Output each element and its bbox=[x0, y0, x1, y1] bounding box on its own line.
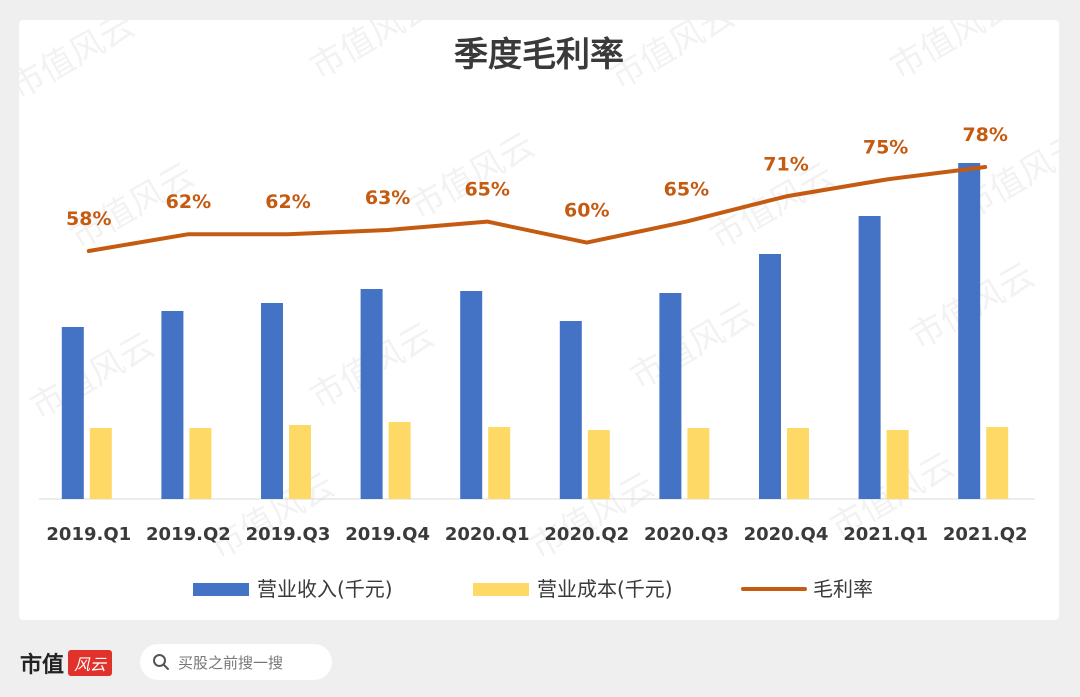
x-tick-label: 2020.Q1 bbox=[445, 524, 530, 545]
revenue-bar bbox=[858, 216, 881, 499]
logo-text: 市值 bbox=[20, 652, 65, 678]
cost-bar bbox=[986, 427, 1009, 499]
cost-bar bbox=[687, 428, 710, 499]
chart-title: 季度毛利率 bbox=[454, 35, 624, 75]
revenue-bar bbox=[659, 293, 682, 499]
search-box[interactable]: 买股之前搜一搜 bbox=[140, 644, 332, 680]
margin-data-label: 63% bbox=[365, 187, 410, 209]
margin-data-label: 62% bbox=[166, 191, 211, 213]
margin-line bbox=[86, 165, 988, 253]
cost-bar bbox=[886, 430, 909, 499]
margin-data-label: 60% bbox=[564, 200, 609, 222]
revenue-bar bbox=[759, 254, 781, 499]
margin-data-label: 71% bbox=[763, 153, 808, 175]
watermark-text: 市值风云 bbox=[24, 325, 162, 428]
logo-badge: 风云 bbox=[68, 650, 113, 676]
revenue-bar bbox=[360, 289, 383, 499]
revenue-bar bbox=[61, 327, 84, 499]
legend-label-cost: 营业成本(千元) bbox=[537, 577, 673, 601]
search-icon bbox=[153, 654, 169, 670]
watermark-text: 市值风云 bbox=[404, 125, 542, 228]
x-tick-label: 2019.Q4 bbox=[345, 524, 430, 545]
x-tick-label: 2019.Q1 bbox=[46, 524, 131, 545]
chart-card: 市值风云 市值风云 市值风云 市值风云 市值风云 市值风云 市值风云 市值风云 市值风云 市值风云… bbox=[19, 20, 1059, 620]
brand-logo[interactable]: 市值 风云 bbox=[20, 648, 113, 678]
x-tick-label: 2019.Q2 bbox=[146, 524, 231, 545]
cost-bar bbox=[388, 422, 411, 499]
legend-swatch-cost bbox=[473, 583, 529, 596]
watermark-text: 市值风云 bbox=[624, 295, 762, 398]
x-tick-label: 2020.Q2 bbox=[544, 524, 629, 545]
revenue-bar bbox=[559, 321, 582, 499]
x-tick-label: 2021.Q2 bbox=[943, 524, 1028, 545]
margin-data-label: 65% bbox=[464, 179, 509, 201]
x-tick-label: 2021.Q1 bbox=[843, 524, 928, 545]
margin-data-label: 65% bbox=[664, 179, 709, 201]
legend-swatch-revenue bbox=[193, 583, 249, 596]
revenue-bar bbox=[261, 303, 283, 499]
bottom-bar: 市值 风云 买股之前搜一搜 bbox=[0, 628, 1080, 697]
cost-bar bbox=[787, 428, 809, 499]
x-tick-label: 2019.Q3 bbox=[246, 524, 331, 545]
search-placeholder: 买股之前搜一搜 bbox=[178, 653, 284, 672]
cost-bar bbox=[488, 427, 511, 499]
legend-label-margin: 毛利率 bbox=[813, 577, 873, 601]
cost-bar bbox=[587, 430, 610, 499]
margin-data-label: 62% bbox=[265, 191, 310, 213]
x-tick-label: 2020.Q4 bbox=[744, 524, 829, 545]
cost-bar bbox=[89, 428, 112, 499]
margin-data-label: 58% bbox=[66, 208, 111, 230]
margin-data-label: 78% bbox=[962, 124, 1007, 146]
watermark-text: 市值风云 bbox=[604, 20, 742, 98]
x-tick-label: 2020.Q3 bbox=[644, 524, 729, 545]
watermark-text: 市值风云 bbox=[304, 20, 442, 88]
cost-bar bbox=[189, 428, 212, 499]
margin-data-label: 75% bbox=[863, 137, 908, 159]
legend-label-revenue: 营业收入(千元) bbox=[257, 577, 393, 601]
revenue-bar bbox=[958, 163, 981, 499]
watermark-text: 市值风云 bbox=[884, 20, 1022, 88]
cost-bar bbox=[289, 425, 311, 499]
watermark-text: 市值风云 bbox=[19, 20, 141, 108]
revenue-bar bbox=[161, 311, 184, 499]
revenue-bar bbox=[460, 291, 483, 499]
